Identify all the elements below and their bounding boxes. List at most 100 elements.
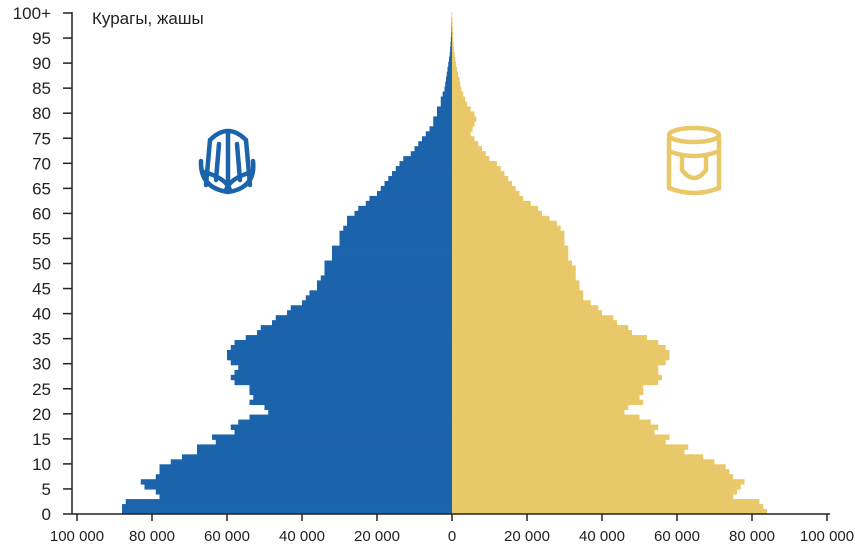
female-bar-age-59: [452, 215, 550, 222]
female-bar-age-1: [452, 504, 764, 510]
female-bar-age-5: [452, 484, 741, 490]
female-bar-age-73: [452, 146, 482, 152]
male-bar-age-13: [197, 444, 452, 450]
female-bar-age-3: [452, 494, 734, 500]
male-bar-age-93: [450, 46, 453, 53]
male-bar-age-40: [287, 310, 452, 316]
male-bar-age-5: [144, 484, 452, 490]
male-bar-age-91: [449, 56, 452, 63]
male-bar-age-89: [447, 66, 452, 73]
male-bar-age-61: [358, 205, 452, 212]
female-bar-age-19: [452, 414, 640, 420]
female-bar-age-35: [452, 335, 647, 341]
female-bar-age-71: [452, 156, 490, 162]
y-tick-label: 5: [42, 480, 51, 499]
male-bar-age-87: [446, 76, 452, 82]
male-bar-age-88: [446, 71, 452, 78]
female-bar-age-88: [452, 71, 458, 78]
female-bar-age-66: [452, 180, 512, 187]
female-bar-age-24: [452, 389, 644, 396]
female-bar-age-47: [452, 275, 576, 281]
female-bar-age-14: [452, 439, 666, 445]
male-bar-age-2: [125, 499, 452, 505]
female-bar-age-54: [452, 240, 565, 246]
female-bar-age-39: [452, 315, 614, 321]
male-bar-age-74: [418, 141, 452, 147]
male-bar-age-39: [275, 315, 452, 321]
male-bar-age-84: [442, 91, 453, 97]
y-tick-label: 10: [32, 455, 51, 474]
y-tick-label: 75: [32, 129, 51, 148]
female-bar-age-96: [452, 31, 453, 38]
y-tick-label: 20: [32, 405, 51, 424]
x-tick-label: 20 000: [354, 528, 400, 545]
male-bar-age-66: [384, 180, 452, 187]
male-bar-age-50: [324, 260, 452, 266]
female-bar-age-57: [452, 225, 561, 232]
male-bar-age-64: [377, 190, 452, 197]
male-bar-age-3: [159, 494, 452, 500]
female-bar-age-6: [452, 479, 745, 485]
male-bar-age-49: [324, 265, 452, 271]
female-bar-age-15: [452, 434, 670, 440]
female-bar-age-55: [452, 235, 565, 242]
male-bar-age-80: [437, 111, 452, 117]
male-bar-age-6: [140, 479, 452, 485]
male-bar-age-15: [212, 434, 452, 440]
male-bar-age-43: [305, 295, 452, 301]
female-bar-age-22: [452, 399, 644, 406]
y-axis-title: Курагы, жашы: [92, 9, 204, 28]
x-tick-label: 0: [448, 528, 456, 545]
y-tick-label: 55: [32, 229, 51, 248]
male-bar-age-78: [433, 121, 452, 127]
male-bar-age-76: [425, 131, 452, 137]
female-bar-age-4: [452, 489, 737, 495]
female-bar-age-13: [452, 444, 689, 450]
female-bar-age-44: [452, 290, 584, 296]
male-bar-age-28: [234, 369, 452, 376]
male-bar-age-90: [448, 61, 452, 68]
y-tick-label: 60: [32, 204, 51, 223]
female-bar-age-56: [452, 230, 565, 237]
y-tick-label: 50: [32, 255, 51, 274]
female-bar-age-75: [452, 136, 475, 142]
male-bar-age-51: [332, 255, 452, 261]
female-bar-age-41: [452, 305, 599, 311]
male-bar-age-82: [440, 101, 452, 107]
male-bar-age-65: [380, 185, 452, 192]
male-bar-age-30: [230, 359, 452, 366]
x-tick-label: 60 000: [654, 528, 700, 545]
male-bar-age-75: [422, 136, 452, 142]
female-bar-age-86: [452, 81, 461, 87]
x-tick-label: 100 000: [50, 528, 104, 545]
female-bar-age-32: [452, 349, 670, 356]
x-tick-label: 20 000: [504, 528, 550, 545]
female-bar-age-46: [452, 280, 580, 286]
female-bar-age-60: [452, 210, 542, 217]
female-bar-age-89: [452, 66, 457, 73]
y-tick-label: 30: [32, 355, 51, 374]
female-bar-age-29: [452, 364, 659, 371]
male-bar-age-31: [227, 354, 452, 361]
male-bar-age-69: [395, 166, 452, 172]
female-bar-age-10: [452, 459, 715, 465]
male-bar-age-19: [249, 414, 452, 420]
female-bar-age-84: [452, 91, 464, 97]
y-tick-label: 80: [32, 104, 51, 123]
male-bar-age-97: [451, 26, 452, 33]
female-bar-age-62: [452, 200, 531, 207]
female-bar-age-49: [452, 265, 576, 271]
female-bar-age-48: [452, 270, 576, 276]
female-bar-age-18: [452, 419, 651, 425]
x-tick-label: 60 000: [204, 528, 250, 545]
female-bar-age-52: [452, 250, 569, 256]
male-bar-age-8: [159, 469, 452, 475]
male-bar-age-92: [449, 51, 452, 58]
male-bar-age-0: [122, 509, 452, 515]
female-bar-age-97: [452, 26, 453, 33]
male-bar-age-42: [302, 300, 452, 306]
female-bar-age-79: [452, 116, 477, 122]
y-tick-label: 35: [32, 330, 51, 349]
male-bar-age-85: [444, 86, 452, 92]
